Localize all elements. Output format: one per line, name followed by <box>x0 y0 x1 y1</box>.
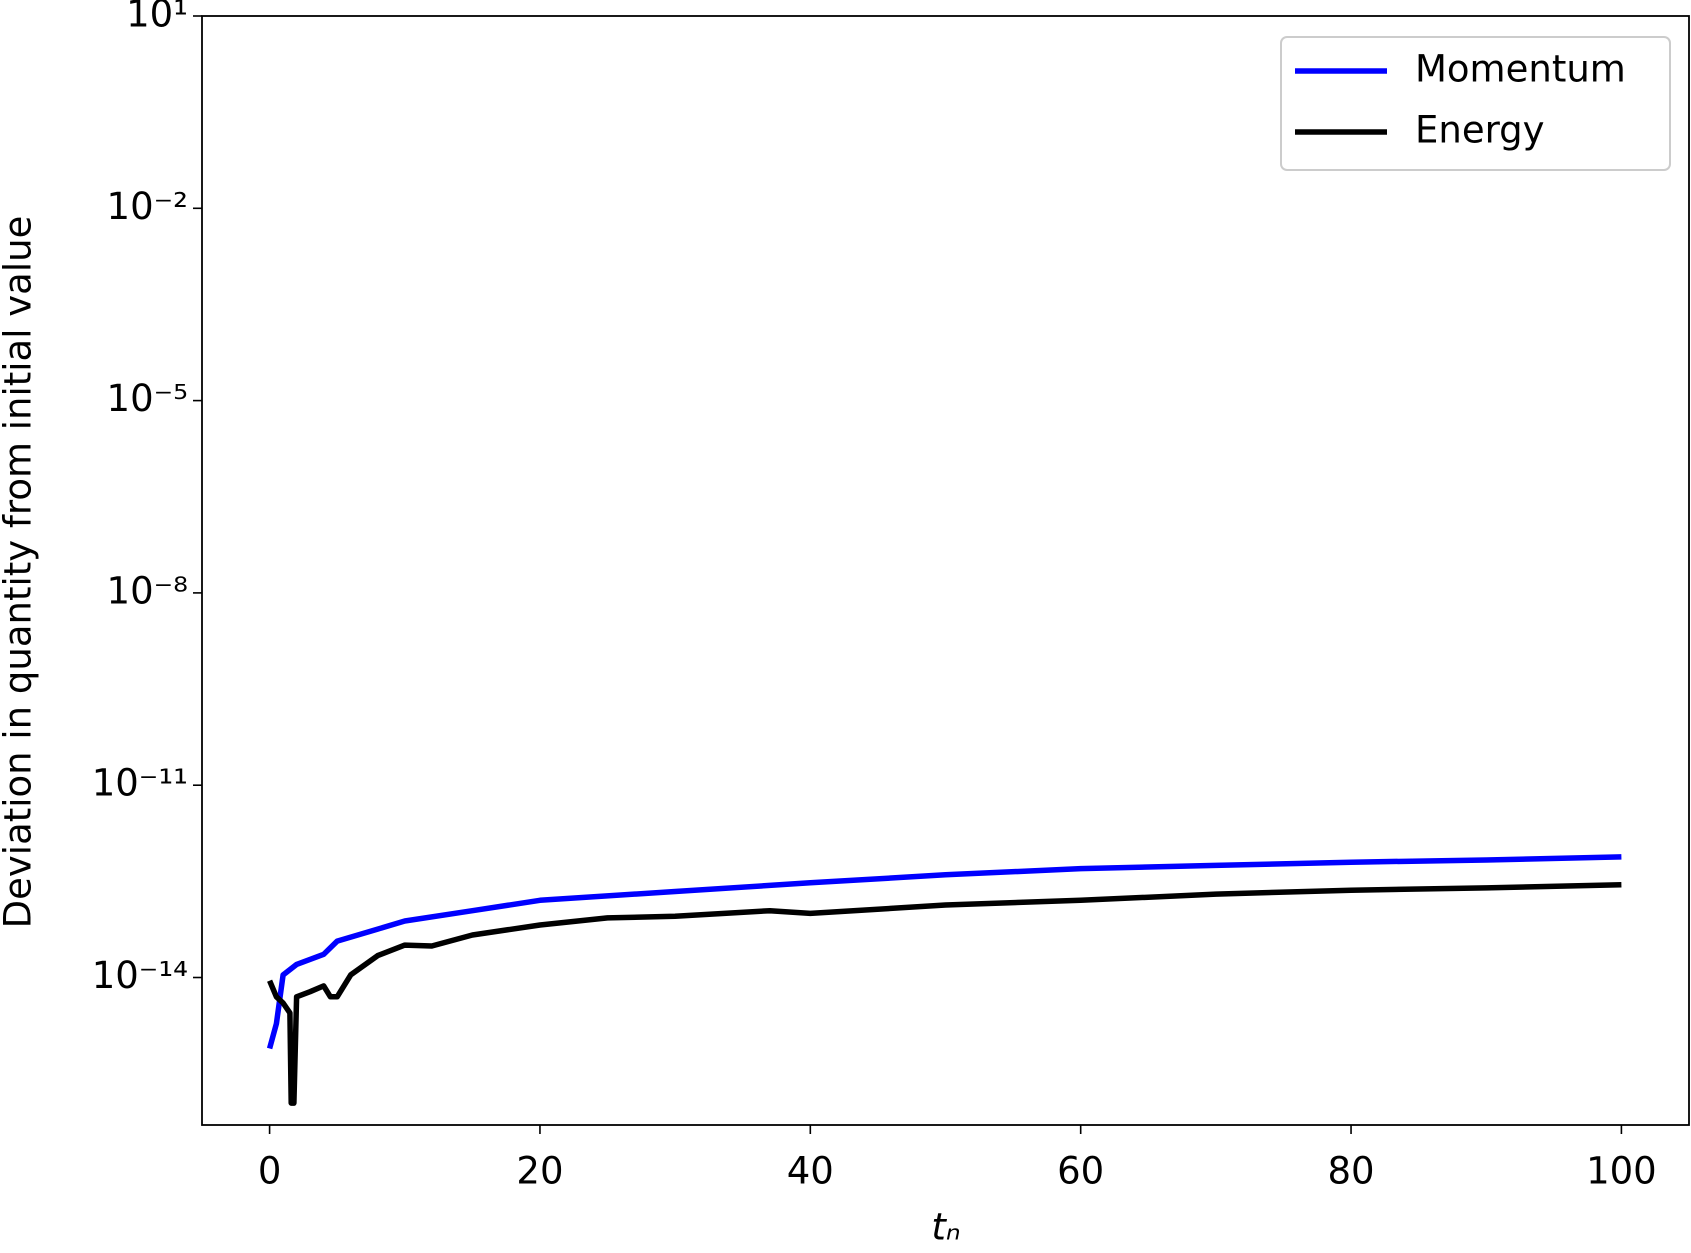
y-tick-label: 10⁻¹¹ <box>92 762 188 805</box>
y-tick-label: 10¹ <box>126 0 188 36</box>
y-tick-label: 10⁻⁸ <box>107 569 188 612</box>
legend-label: Energy <box>1415 109 1545 152</box>
x-tick-label: 0 <box>258 1150 282 1193</box>
x-tick-label: 80 <box>1327 1150 1374 1193</box>
line <box>266 854 1622 1050</box>
x-tick-label: 40 <box>787 1150 834 1193</box>
y-tick-label: 10⁻⁵ <box>107 377 188 420</box>
line <box>267 881 1622 1106</box>
x-tick-label: 100 <box>1586 1150 1657 1193</box>
y-axis-label: Deviation in quantity from initial value <box>0 216 40 929</box>
x-axis-label: tₙ <box>931 1206 960 1249</box>
plot-frame <box>201 15 1690 1126</box>
x-tick-label: 60 <box>1057 1150 1104 1193</box>
legend-label: Momentum <box>1415 48 1626 91</box>
x-tick-label: 20 <box>516 1150 563 1193</box>
y-tick-label: 10⁻¹⁴ <box>92 954 188 997</box>
y-tick-label: 10⁻² <box>107 185 188 228</box>
